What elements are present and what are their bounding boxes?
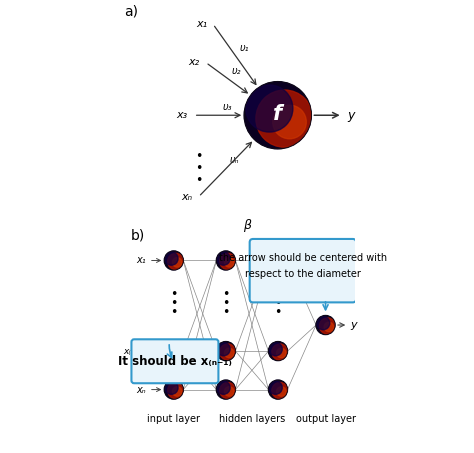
Ellipse shape: [276, 258, 286, 267]
Circle shape: [268, 251, 288, 270]
Ellipse shape: [168, 344, 184, 360]
Text: υ₂: υ₂: [232, 66, 241, 76]
Text: x₂: x₂: [189, 58, 200, 67]
Text: output layer: output layer: [296, 414, 356, 424]
Ellipse shape: [269, 342, 282, 356]
Circle shape: [216, 380, 236, 399]
Text: the arrow should be centered with
respect to the diameter: the arrow should be centered with respec…: [219, 253, 387, 280]
Ellipse shape: [276, 387, 286, 396]
Text: •: •: [222, 306, 229, 319]
Circle shape: [216, 251, 236, 270]
Ellipse shape: [217, 381, 230, 394]
Ellipse shape: [168, 382, 184, 399]
Ellipse shape: [165, 252, 178, 265]
Ellipse shape: [269, 381, 282, 394]
Ellipse shape: [173, 258, 182, 267]
Ellipse shape: [319, 318, 336, 334]
Ellipse shape: [272, 253, 288, 270]
Text: •: •: [170, 297, 177, 310]
Text: •: •: [222, 297, 229, 310]
Text: f: f: [273, 104, 283, 124]
Text: input layer: input layer: [147, 414, 201, 424]
Ellipse shape: [225, 387, 234, 396]
Circle shape: [164, 251, 183, 270]
Ellipse shape: [168, 253, 184, 270]
Ellipse shape: [173, 387, 182, 396]
Text: y: y: [347, 109, 355, 122]
Text: y: y: [350, 320, 357, 330]
Text: It should be x₍ₙ₋₁₎: It should be x₍ₙ₋₁₎: [118, 355, 232, 368]
Circle shape: [268, 380, 288, 399]
Text: β: β: [243, 219, 251, 232]
Ellipse shape: [220, 253, 236, 270]
Ellipse shape: [324, 322, 334, 332]
Circle shape: [244, 82, 311, 149]
Ellipse shape: [220, 344, 236, 360]
Ellipse shape: [165, 381, 178, 394]
Text: •: •: [195, 149, 202, 163]
FancyBboxPatch shape: [131, 339, 219, 383]
Text: x₃: x₃: [177, 110, 188, 120]
Text: •: •: [222, 288, 229, 301]
Ellipse shape: [225, 258, 234, 267]
Ellipse shape: [217, 252, 230, 265]
Text: υ₃: υ₃: [222, 102, 232, 112]
Text: b): b): [131, 229, 145, 243]
Ellipse shape: [317, 317, 330, 330]
Circle shape: [164, 380, 183, 399]
Ellipse shape: [272, 344, 288, 360]
Text: υ₁: υ₁: [239, 43, 249, 53]
Ellipse shape: [246, 85, 293, 132]
Text: •: •: [274, 306, 282, 319]
Text: •: •: [274, 297, 282, 310]
Ellipse shape: [256, 90, 313, 147]
Ellipse shape: [269, 252, 282, 265]
Ellipse shape: [220, 382, 236, 399]
FancyBboxPatch shape: [250, 239, 356, 303]
Ellipse shape: [165, 342, 178, 356]
Text: hidden layers: hidden layers: [219, 414, 285, 424]
Text: •: •: [274, 288, 282, 301]
Ellipse shape: [225, 348, 234, 358]
Text: υₙ: υₙ: [230, 155, 239, 165]
Text: x₁: x₁: [136, 255, 146, 265]
Text: x₁: x₁: [196, 19, 207, 29]
Text: •: •: [195, 162, 202, 174]
Circle shape: [316, 315, 335, 334]
Text: xₙ: xₙ: [182, 192, 192, 202]
Text: x₍ₙ₋₁₎: x₍ₙ₋₁₎: [124, 347, 146, 356]
Text: a): a): [124, 5, 138, 19]
Ellipse shape: [272, 382, 288, 399]
Ellipse shape: [276, 348, 286, 358]
Circle shape: [216, 342, 236, 361]
Text: xₙ: xₙ: [136, 385, 146, 395]
Ellipse shape: [217, 342, 230, 356]
Circle shape: [268, 342, 288, 361]
Circle shape: [164, 342, 183, 361]
Text: •: •: [170, 288, 177, 301]
Ellipse shape: [173, 348, 182, 358]
Text: •: •: [170, 306, 177, 319]
Ellipse shape: [273, 105, 306, 139]
Text: •: •: [195, 173, 202, 187]
